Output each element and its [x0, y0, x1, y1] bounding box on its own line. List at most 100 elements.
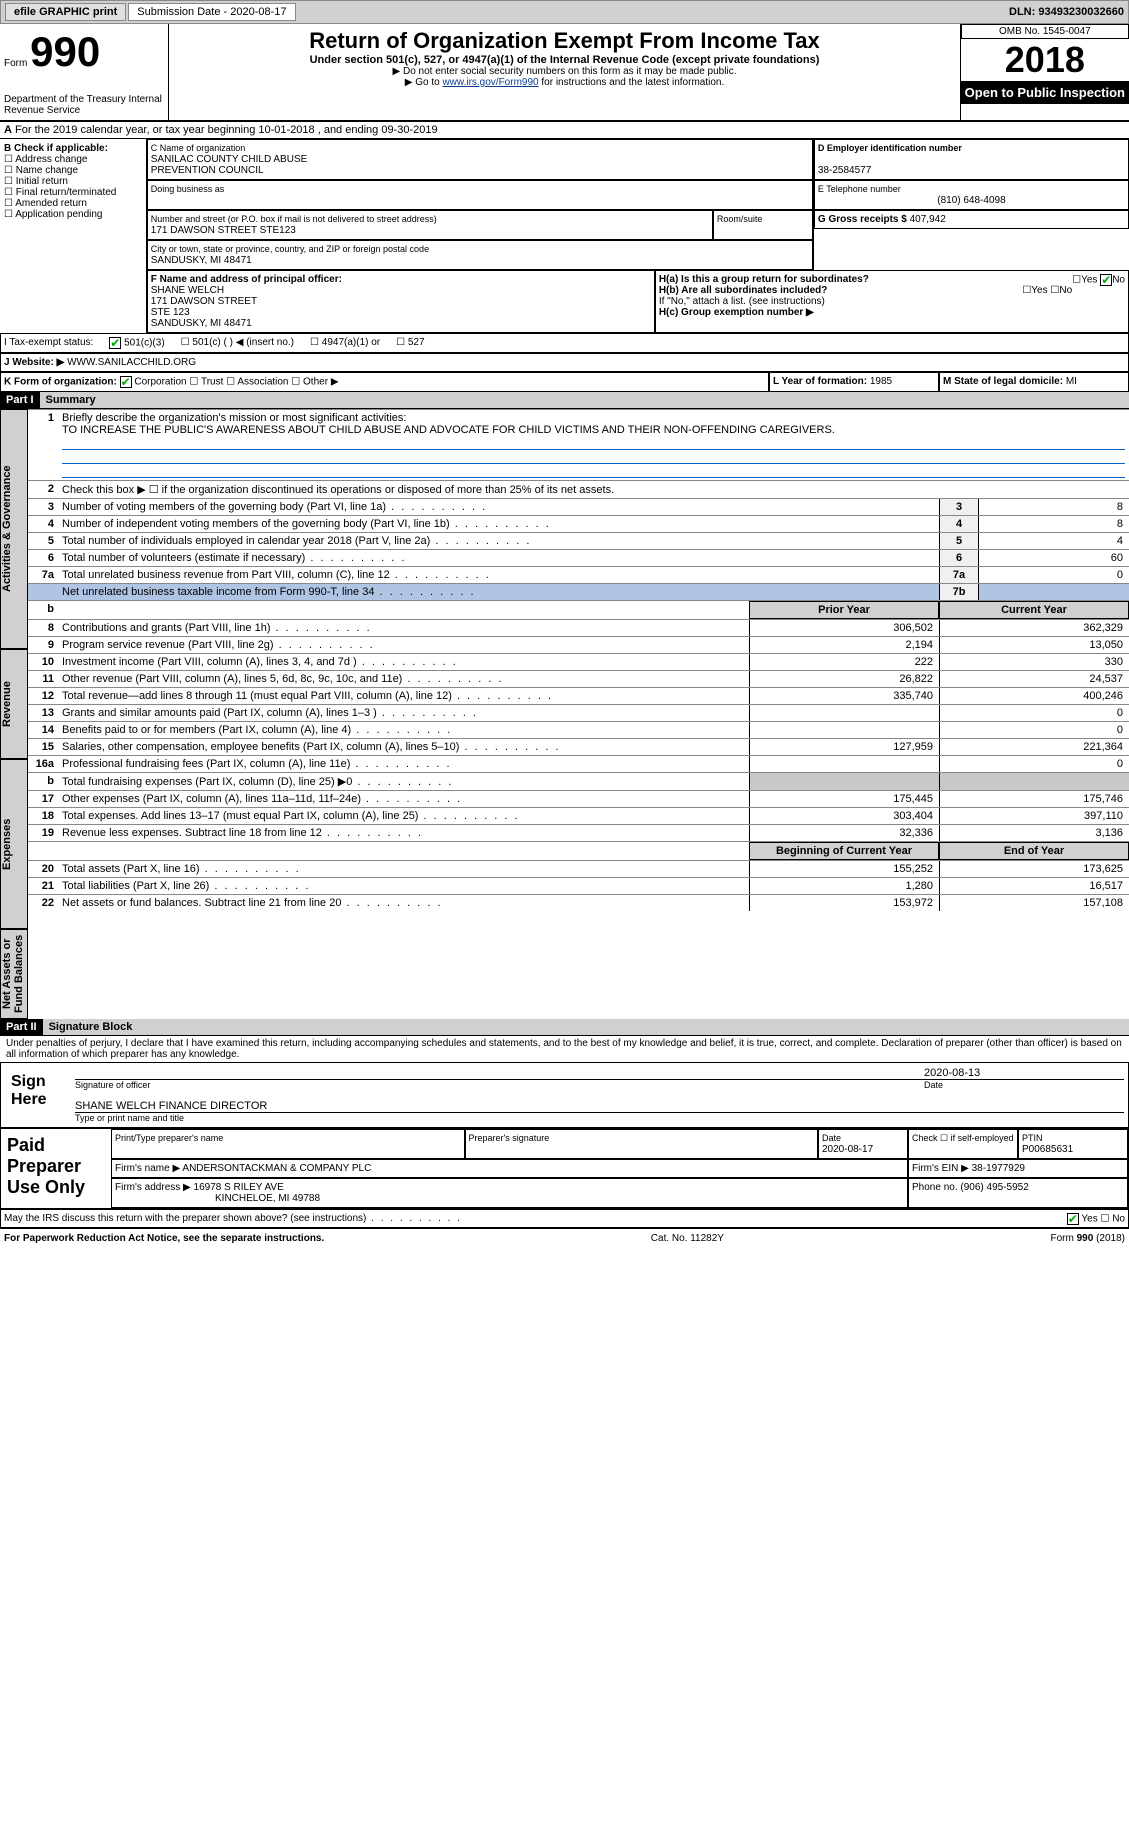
phone-label: E Telephone number: [818, 184, 901, 194]
opt-501c3: 501(c)(3): [124, 338, 165, 349]
line7a: Total unrelated business revenue from Pa…: [58, 567, 939, 583]
date-label: Date: [924, 1080, 1124, 1090]
officer-addr2: STE 123: [151, 307, 190, 318]
dba-label: Doing business as: [151, 184, 225, 194]
line6-val: 60: [979, 550, 1129, 566]
sign-here-label: Sign Here: [1, 1063, 71, 1127]
website-label: J Website: ▶: [4, 357, 64, 368]
row-text: Contributions and grants (Part VIII, lin…: [58, 620, 749, 636]
top-bar: efile GRAPHIC print Submission Date - 20…: [0, 0, 1129, 24]
row-text: Salaries, other compensation, employee b…: [58, 739, 749, 755]
chk-corp[interactable]: [120, 376, 132, 388]
table-row: 19Revenue less expenses. Subtract line 1…: [28, 824, 1129, 841]
ein: 38-2584577: [818, 165, 871, 176]
opt-trust: Trust: [201, 377, 223, 388]
opt-other: Other ▶: [303, 377, 338, 388]
prior-year-head: Prior Year: [749, 601, 939, 619]
row-text: Professional fundraising fees (Part IX, …: [58, 756, 749, 772]
line7b: Net unrelated business taxable income fr…: [58, 584, 939, 600]
goto-post: for instructions and the latest informat…: [541, 77, 724, 88]
line7b-val: [979, 584, 1129, 600]
opt-4947: 4947(a)(1) or: [322, 337, 380, 348]
prior-val: 155,252: [749, 861, 939, 877]
firm-ein-label: Firm's EIN ▶: [912, 1163, 969, 1174]
ein-label: D Employer identification number: [818, 143, 962, 153]
opt-501c: 501(c) ( ) ◀ (insert no.): [192, 337, 294, 348]
chk-name[interactable]: Name change: [16, 165, 78, 176]
discuss-row: May the IRS discuss this return with the…: [0, 1209, 1129, 1228]
opt-527: 527: [408, 337, 425, 348]
current-val: 330: [939, 654, 1129, 670]
current-val: 16,517: [939, 878, 1129, 894]
line5: Total number of individuals employed in …: [58, 533, 939, 549]
row-text: Program service revenue (Part VIII, line…: [58, 637, 749, 653]
row-text: Revenue less expenses. Subtract line 18 …: [58, 825, 749, 841]
current-val: 24,537: [939, 671, 1129, 687]
current-val: 3,136: [939, 825, 1129, 841]
discuss-text: May the IRS discuss this return with the…: [4, 1213, 462, 1224]
tax-status-row: I Tax-exempt status: 501(c)(3) ☐ 501(c) …: [0, 333, 1129, 353]
row-text: Total revenue—add lines 8 through 11 (mu…: [58, 688, 749, 704]
hb-label: H(b) Are all subordinates included?: [659, 285, 828, 296]
officer-printed-label: Type or print name and title: [75, 1113, 1124, 1123]
firm-addr2: KINCHELOE, MI 49788: [215, 1193, 320, 1204]
line3-val: 8: [979, 499, 1129, 515]
line4-val: 8: [979, 516, 1129, 532]
row-text: Grants and similar amounts paid (Part IX…: [58, 705, 749, 721]
row-text: Total expenses. Add lines 13–17 (must eq…: [58, 808, 749, 824]
current-val: 157,108: [939, 895, 1129, 911]
current-year-head: Current Year: [939, 601, 1129, 619]
prior-val: 1,280: [749, 878, 939, 894]
form-title: Return of Organization Exempt From Incom…: [173, 28, 955, 54]
website-val: WWW.SANILACCHILD.ORG: [67, 357, 196, 368]
footer-left: For Paperwork Reduction Act Notice, see …: [4, 1233, 324, 1244]
prior-val: [749, 756, 939, 772]
side-exp: Expenses: [0, 759, 28, 929]
dept-label: Department of the Treasury Internal Reve…: [4, 94, 164, 116]
line5-val: 4: [979, 533, 1129, 549]
table-row: 17Other expenses (Part IX, column (A), l…: [28, 790, 1129, 807]
org-name: SANILAC COUNTY CHILD ABUSE PREVENTION CO…: [151, 154, 308, 176]
firm-addr-label: Firm's address ▶: [115, 1182, 191, 1193]
ptin-label: PTIN: [1022, 1133, 1043, 1143]
chk-address[interactable]: Address change: [15, 154, 87, 165]
prep-date: 2020-08-17: [822, 1144, 873, 1155]
table-row: 8Contributions and grants (Part VIII, li…: [28, 619, 1129, 636]
ha-no-check[interactable]: [1100, 274, 1112, 286]
room-label: Room/suite: [717, 214, 763, 224]
prep-date-label: Date: [822, 1133, 841, 1143]
chk-amended[interactable]: Amended return: [15, 198, 87, 209]
sig-label: Signature of officer: [75, 1080, 924, 1090]
current-val: 13,050: [939, 637, 1129, 653]
h-note: If "No," attach a list. (see instruction…: [659, 296, 1125, 307]
street-label: Number and street (or P.O. box if mail i…: [151, 214, 437, 224]
entity-grid: B Check if applicable: ☐ Address change …: [0, 139, 1129, 270]
tax-year: 2018: [961, 39, 1129, 81]
prep-name-label: Print/Type preparer's name: [115, 1133, 223, 1143]
chk-501c3[interactable]: [109, 337, 121, 349]
discuss-yes[interactable]: [1067, 1213, 1079, 1225]
officer-label: F Name and address of principal officer:: [151, 274, 342, 285]
prior-val: 175,445: [749, 791, 939, 807]
officer-row: F Name and address of principal officer:…: [0, 270, 1129, 333]
current-val: 397,110: [939, 808, 1129, 824]
current-val: [939, 773, 1129, 790]
chk-final[interactable]: Final return/terminated: [16, 187, 117, 198]
prior-val: [749, 722, 939, 738]
firm-phone-label: Phone no.: [912, 1182, 958, 1193]
form-word: Form: [4, 58, 27, 69]
opt-assoc: Association: [237, 377, 288, 388]
row-text: Total assets (Part X, line 16): [58, 861, 749, 877]
table-row: 22Net assets or fund balances. Subtract …: [28, 894, 1129, 911]
table-row: 11Other revenue (Part VIII, column (A), …: [28, 670, 1129, 687]
mission-a: TO INCREASE THE PUBLIC'S AWARENESS ABOUT…: [62, 424, 835, 436]
efile-print-button[interactable]: efile GRAPHIC print: [5, 3, 126, 21]
form-header: Form 990 Department of the Treasury Inte…: [0, 24, 1129, 122]
tax-year-line: A For the 2019 calendar year, or tax yea…: [0, 122, 1129, 139]
chk-initial[interactable]: Initial return: [16, 176, 68, 187]
chk-pending[interactable]: Application pending: [15, 209, 102, 220]
instructions-link[interactable]: www.irs.gov/Form990: [442, 77, 538, 88]
current-val: 362,329: [939, 620, 1129, 636]
line7a-val: 0: [979, 567, 1129, 583]
tax-year-text: For the 2019 calendar year, or tax year …: [15, 124, 438, 136]
